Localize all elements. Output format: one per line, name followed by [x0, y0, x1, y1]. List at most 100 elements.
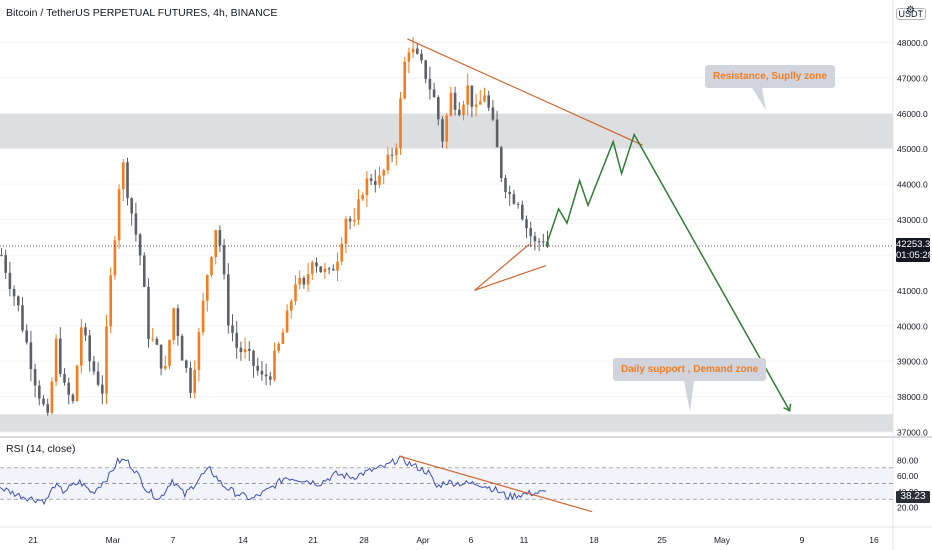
candle-body [407, 52, 411, 62]
candle-body [269, 376, 272, 380]
candle-body [273, 350, 276, 380]
projection-arrowhead [783, 403, 792, 412]
resistance-callout-pointer [752, 88, 766, 110]
price-tick-label: 37000.0 [897, 428, 928, 438]
support-callout[interactable]: Daily support , Demand zone [613, 358, 767, 381]
candle-body [374, 181, 377, 185]
currency-tag[interactable]: USDT [895, 8, 926, 20]
candle-body [315, 262, 318, 267]
candle-body [21, 305, 24, 331]
price-series [0, 37, 893, 416]
settings-icon[interactable]: ⚙ [906, 5, 915, 16]
time-tick-label: 25 [657, 535, 667, 545]
candle-body [516, 203, 520, 205]
candle-body [512, 194, 516, 204]
candle-body [361, 195, 364, 200]
candle-body [424, 60, 427, 79]
candle-body [344, 218, 348, 244]
candle-body [441, 119, 444, 142]
candle-body [84, 327, 87, 336]
candle-body [71, 394, 75, 401]
candle-body [458, 109, 461, 116]
candle-body [487, 95, 490, 108]
rsi-title: RSI (14, close) [6, 443, 76, 455]
candle-body [12, 288, 16, 297]
candle-body [172, 308, 175, 341]
candle-body [332, 269, 335, 271]
time-tick-label: 6 [469, 535, 474, 545]
price-tick-label: 43000.0 [897, 215, 928, 225]
candle-body [147, 286, 150, 339]
candle-body [504, 178, 507, 192]
candle-body [248, 349, 251, 351]
candle-body [122, 162, 125, 190]
candle-body [298, 277, 301, 285]
projection-path [545, 132, 791, 412]
candle-body [8, 272, 12, 289]
candle-body [365, 178, 369, 196]
candle-body [483, 95, 486, 102]
candle-body [521, 204, 524, 220]
candle-body [151, 338, 154, 340]
candle-body [101, 384, 104, 394]
candle-body [403, 61, 406, 99]
candle-body [470, 85, 474, 107]
candle-body [197, 332, 201, 370]
price-tick-label: 47000.0 [897, 73, 928, 83]
candle-body [0, 254, 3, 256]
candle-body [399, 98, 402, 149]
time-tick-label: 21 [308, 535, 318, 545]
price-tick-label: 39000.0 [897, 357, 928, 367]
support-zone [0, 414, 893, 432]
candle-body [411, 48, 415, 53]
candle-body [542, 241, 545, 243]
time-tick-label: 28 [359, 535, 369, 545]
candle-body [88, 335, 91, 362]
candle-body [109, 275, 112, 327]
candle-body [117, 189, 121, 241]
time-tick-label: 7 [171, 535, 176, 545]
time-tick-label: May [714, 535, 731, 545]
candle-body [96, 371, 100, 385]
candle-body [29, 342, 33, 370]
time-tick-label: Mar [106, 535, 121, 545]
candle-body [395, 148, 398, 156]
candle-body [180, 335, 184, 361]
rsi-line [0, 455, 547, 506]
candle-body [336, 261, 339, 271]
trendline [474, 243, 530, 291]
axis-labels: 37000.038000.039000.040000.041000.042000… [28, 38, 928, 545]
candle-body [214, 230, 217, 258]
candle-body [201, 300, 205, 333]
candle-body [311, 262, 314, 275]
candle-body [537, 241, 541, 243]
resistance-callout[interactable]: Resistance, Suplly zone [705, 65, 835, 88]
time-tick-label: 14 [238, 535, 248, 545]
time-tick-label: 9 [800, 535, 805, 545]
candle-body [227, 274, 230, 326]
rsi-value-badge: 38.23 [896, 491, 930, 503]
candle-body [63, 373, 66, 383]
candle-body [302, 277, 306, 285]
candle-body [193, 369, 196, 393]
candle-body [428, 78, 432, 90]
candle-body [500, 147, 503, 179]
candle-body [54, 338, 58, 382]
candle-body [386, 154, 390, 171]
candle-body [546, 241, 549, 247]
candle-body [113, 240, 117, 276]
price-tick-label: 46000.0 [897, 109, 928, 119]
candle-body [420, 53, 423, 61]
candle-body [42, 398, 45, 405]
time-tick-label: 16 [869, 535, 879, 545]
candle-body [437, 97, 440, 120]
candle-body [75, 365, 79, 401]
candle-body [491, 107, 495, 120]
candle-body [327, 268, 331, 270]
candle-body [319, 266, 322, 273]
candle-body [50, 381, 54, 413]
candle-body [357, 199, 360, 220]
candle-body [449, 92, 453, 116]
